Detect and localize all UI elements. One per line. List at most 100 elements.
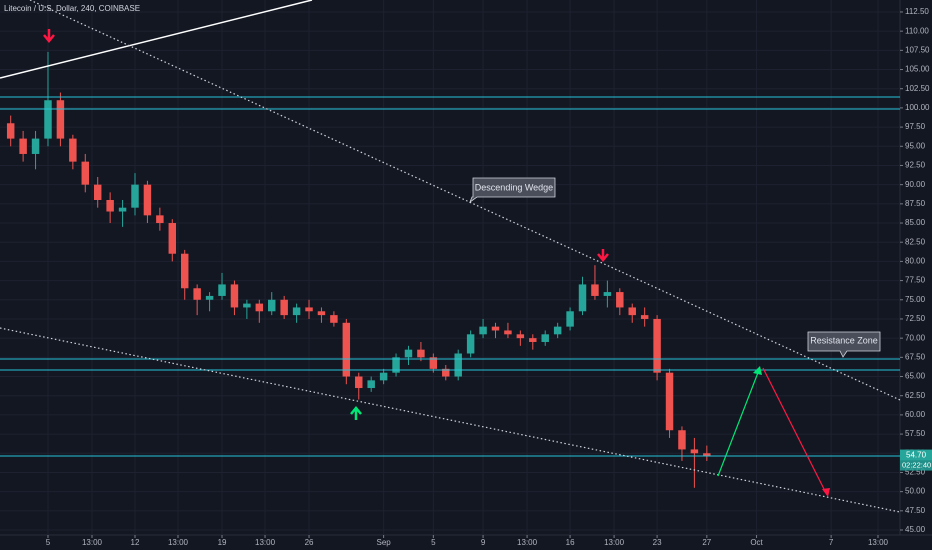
callout: Resistance Zone (807, 331, 881, 358)
x-tick-label: 13:00 (604, 538, 625, 547)
y-tick-label: 92.50 (905, 161, 926, 170)
x-tick-label: 5 (46, 538, 51, 547)
candle-body (330, 315, 338, 323)
candle-body (317, 311, 326, 316)
x-tick-label: 13:00 (868, 538, 889, 547)
candle-body (93, 184, 102, 201)
callout-box (807, 331, 881, 358)
candle-body (230, 284, 239, 308)
y-tick-label: 102.50 (905, 84, 930, 93)
callout-text: Resistance Zone (810, 335, 878, 345)
y-tick-label: 97.50 (905, 122, 926, 131)
candle-body (653, 318, 661, 373)
x-tick-label: 26 (305, 538, 314, 547)
projection-up (717, 369, 760, 477)
x-tick-label: 13:00 (168, 538, 189, 547)
candle-body (280, 299, 288, 316)
projection-down (762, 367, 827, 494)
x-tick-label: 23 (653, 538, 662, 547)
candle-body (504, 330, 512, 335)
arrow-head (753, 366, 762, 375)
y-tick-label: 47.50 (905, 506, 926, 515)
grid (0, 0, 900, 535)
x-tick-label: Oct (750, 538, 763, 547)
y-tick-label: 82.50 (905, 237, 926, 246)
x-tick-label: 5 (431, 538, 436, 547)
candle-body (616, 292, 624, 308)
candle-body (243, 303, 251, 308)
candle-body (404, 349, 413, 358)
candle-body (379, 372, 388, 381)
y-tick-label: 112.50 (905, 7, 929, 16)
candle-body (665, 372, 674, 431)
candle-body (566, 311, 574, 327)
candle-body (578, 284, 587, 312)
candle-body (56, 100, 65, 139)
trend-line (0, 0, 313, 79)
candle-body (255, 303, 264, 312)
y-tick-label: 45.00 (905, 525, 926, 534)
candle-body (69, 138, 77, 162)
candle-body (205, 295, 214, 300)
candle-body (131, 184, 139, 208)
x-tick-label: 12 (131, 538, 140, 547)
candle-body (690, 449, 699, 454)
candle-body (466, 334, 475, 354)
candles (6, 51, 711, 488)
y-tick-label: 90.00 (905, 180, 926, 189)
candle-body (429, 357, 438, 369)
x-tick-label: 13:00 (255, 538, 276, 547)
countdown-label: 02:22:40 (902, 461, 931, 470)
candle-body (703, 453, 711, 456)
y-tick-label: 105.00 (905, 65, 930, 74)
candle-body (168, 223, 177, 254)
candle-body (31, 138, 40, 154)
x-tick-label: 9 (481, 538, 486, 547)
candle-body (355, 376, 363, 389)
y-tick-label: 72.50 (905, 314, 926, 323)
candle-body (442, 368, 450, 377)
candle-body (591, 284, 599, 296)
y-tick-label: 100.00 (905, 103, 930, 112)
candle-body (417, 349, 425, 358)
y-tick-label: 87.50 (905, 199, 926, 208)
up-arrow-marker (350, 406, 362, 420)
candle-body (553, 326, 562, 335)
y-tick-label: 107.50 (905, 45, 930, 54)
callout-text: Descending Wedge (475, 182, 553, 192)
countdown-tag (900, 460, 932, 471)
y-tick-label: 50.00 (905, 487, 926, 496)
candle-body (180, 253, 189, 289)
x-tick-label: Sep (377, 538, 392, 547)
candle-body (392, 357, 400, 373)
candle-body (106, 200, 114, 212)
wedge-lower (0, 327, 901, 513)
down-arrow-marker (597, 249, 609, 262)
y-tick-label: 80.00 (905, 257, 926, 266)
arrow-head (822, 488, 830, 497)
y-tick-label: 85.00 (905, 218, 926, 227)
candle-body (19, 138, 27, 154)
x-tick-label: 7 (829, 538, 834, 547)
x-tick-label: 13:00 (82, 538, 103, 547)
down-arrow-marker (43, 29, 55, 43)
candle-body (156, 215, 164, 224)
y-tick-label: 60.00 (905, 410, 926, 419)
y-tick-label: 67.50 (905, 352, 926, 361)
current-price-tag (900, 449, 932, 461)
candle-body (6, 123, 15, 139)
candle-body (367, 380, 375, 389)
chart-title: Litecoin / U.S. Dollar, 240, COINBASE (4, 4, 140, 13)
x-tick-label: 13:00 (517, 538, 538, 547)
candle-body (143, 184, 152, 216)
y-tick-label: 110.00 (905, 26, 929, 35)
x-tick-label: 27 (702, 538, 711, 547)
y-tick-label: 65.00 (905, 372, 926, 381)
candle-body (529, 338, 537, 342)
x-tick-label: 19 (218, 538, 227, 547)
candle-body (81, 161, 90, 185)
callout: Descending Wedge (469, 177, 556, 204)
candle-body (193, 288, 201, 300)
y-tick-label: 57.50 (905, 429, 926, 438)
